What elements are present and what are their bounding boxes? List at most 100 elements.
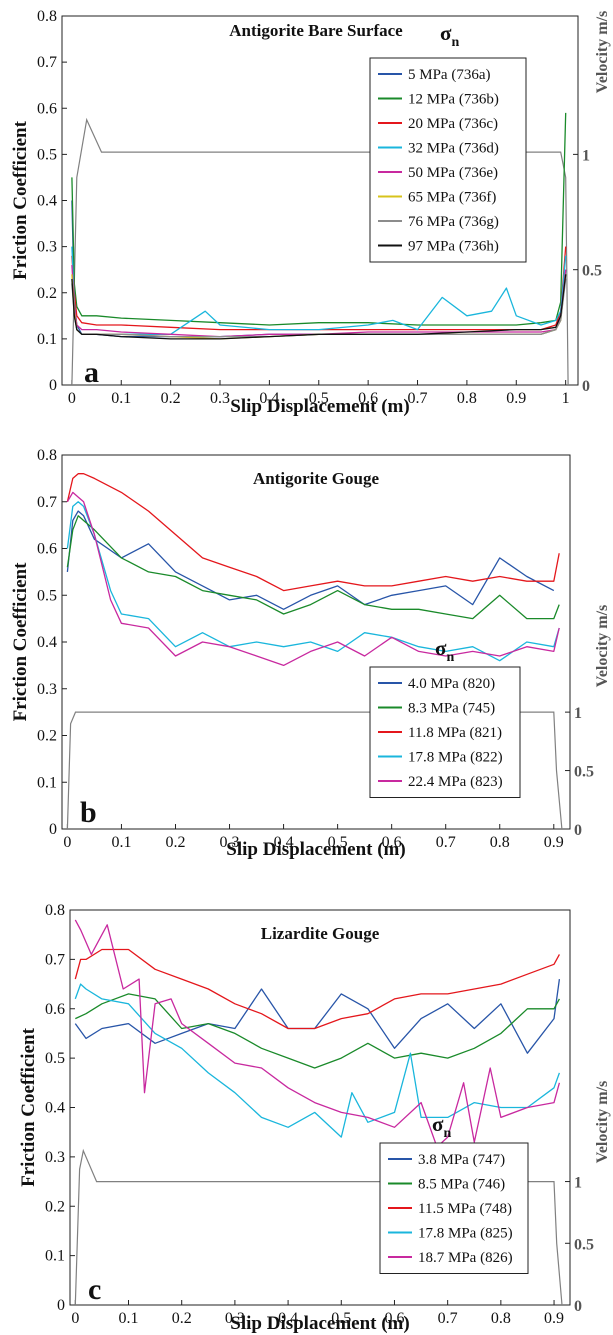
y-axis-title: Friction Coefficient: [10, 562, 31, 721]
x-tick-label: 0.9: [544, 834, 564, 851]
series-line-8: [71, 274, 567, 340]
x-tick-label: 0.4: [274, 834, 294, 851]
x-tick-label: 0: [71, 1310, 79, 1327]
y2-tick-label: 0: [582, 378, 590, 395]
x-axis-title: Slip Displacement (m): [230, 396, 409, 417]
y2-tick-label: 1: [582, 147, 590, 164]
legend-label-2: 8.3 MPa (745): [408, 701, 495, 717]
x-tick-label: 0.3: [225, 1310, 245, 1327]
series-line-2: [66, 515, 560, 620]
y-tick-label: 0.6: [45, 1001, 65, 1018]
x-tick-label: 0.2: [161, 390, 181, 407]
legend-sigma-subscript: n: [443, 1126, 451, 1141]
x-tick-label: 0.1: [119, 1310, 139, 1327]
y-tick-label: 0.1: [37, 331, 57, 348]
y-tick-label: 0.2: [37, 285, 57, 302]
y2-tick-label: 1: [574, 1175, 582, 1192]
panel-letter: b: [80, 796, 97, 829]
x-tick-label: 0.6: [382, 834, 402, 851]
y-tick-label: 0.8: [37, 447, 57, 464]
series-line-1: [66, 510, 555, 610]
x-tick-label: 0.7: [438, 1310, 458, 1327]
series-line-4: [66, 501, 560, 662]
panel-c: 0 0.1 0.2 0.3 0.4 0.5 0.6 0.7 0.8 0 0.1 0.2 0.3 0.4 0.…: [18, 902, 611, 1334]
legend-label-7: 76 MPa (736g): [408, 214, 499, 230]
series-line-2: [75, 993, 560, 1069]
y-tick-label: 0: [49, 377, 57, 394]
series-line-5: [74, 919, 561, 1148]
y-tick-label: 0.7: [37, 54, 57, 71]
x-tick-label: 0.9: [506, 390, 526, 407]
chart-title: Antigorite Gouge: [253, 469, 380, 488]
y-tick-label: 0.8: [37, 8, 57, 25]
x-tick-label: 0.6: [384, 1310, 404, 1327]
x-tick-label: 0: [68, 390, 76, 407]
y-tick-label: 0.5: [37, 587, 57, 604]
y2-tick-label: 0.5: [582, 263, 602, 280]
y2-tick-label: 1: [574, 705, 582, 722]
x-tick-label: 0.7: [436, 834, 456, 851]
legend-label-1: 3.8 MPa (747): [418, 1152, 505, 1168]
y-tick-label: 0.4: [45, 1100, 65, 1117]
x-tick-label: 0.5: [331, 1310, 351, 1327]
legend-label-4: 32 MPa (736d): [408, 141, 499, 157]
velocity-line: [71, 117, 569, 386]
x-tick-label: 0.8: [457, 390, 477, 407]
x-tick-label: 0.5: [309, 390, 329, 407]
y-tick-label: 0.4: [37, 193, 57, 210]
panel-letter: c: [88, 1273, 101, 1306]
y-tick-label: 0.4: [37, 634, 57, 651]
y2-tick-label: 0.5: [574, 764, 594, 781]
legend-label-3: 20 MPa (736c): [408, 116, 498, 132]
series-line-3: [66, 473, 560, 592]
x-tick-label: 0.7: [408, 390, 428, 407]
x-tick-label: 0.1: [111, 390, 131, 407]
legend-label-2: 12 MPa (736b): [408, 92, 499, 108]
velocity-line: [74, 1148, 563, 1306]
legend-label-4: 17.8 MPa (822): [408, 750, 503, 766]
x-tick-label: 0.8: [490, 834, 510, 851]
legend-label-3: 11.5 MPa (748): [418, 1201, 512, 1217]
series-line-5: [71, 265, 567, 338]
series-line-1: [74, 979, 561, 1054]
legend-label-1: 5 MPa (736a): [408, 67, 491, 83]
y-axis-title: Friction Coefficient: [10, 120, 31, 279]
chart-title: Lizardite Gouge: [261, 924, 380, 943]
x-tick-label: 0.5: [328, 834, 348, 851]
legend-label-2: 8.5 MPa (746): [418, 1177, 505, 1193]
legend-sigma-subscript: n: [451, 35, 459, 50]
x-tick-label: 0.3: [220, 834, 240, 851]
x-tick-label: 1: [562, 390, 570, 407]
y2-tick-label: 0: [574, 1298, 582, 1315]
y-tick-label: 0.3: [37, 681, 57, 698]
panel-b: 0 0.1 0.2 0.3 0.4 0.5 0.6 0.7 0.8 0 0.1 0.2 0.3 0.4 0.…: [10, 447, 611, 860]
y-tick-label: 0.2: [45, 1198, 65, 1215]
x-tick-label: 0.3: [210, 390, 230, 407]
y2-tick-label: 0.5: [574, 1236, 594, 1253]
legend-label-1: 4.0 MPa (820): [408, 676, 495, 692]
y-tick-label: 0.7: [45, 951, 65, 968]
y-tick-label: 0.8: [45, 902, 65, 919]
legend-sigma-subscript: n: [446, 650, 454, 665]
y2-axis-title: Velocity m/s: [594, 605, 611, 688]
legend-box: [369, 57, 527, 263]
y-tick-label: 0.3: [45, 1149, 65, 1166]
y-tick-label: 0.1: [45, 1248, 65, 1265]
y2-axis-title: Velocity m/s: [594, 11, 611, 94]
velocity-line: [66, 711, 563, 830]
legend-label-4: 17.8 MPa (825): [418, 1226, 513, 1242]
legend-label-6: 65 MPa (736f): [408, 190, 496, 206]
legend-label-5: 22.4 MPa (823): [408, 774, 503, 790]
x-tick-label: 0.2: [172, 1310, 192, 1327]
panel-letter: a: [84, 356, 99, 389]
x-tick-label: 0.2: [165, 834, 185, 851]
legend-label-5: 18.7 MPa (826): [418, 1250, 513, 1266]
y-tick-label: 0.3: [37, 239, 57, 256]
x-axis-title: Slip Displacement (m): [230, 1313, 409, 1334]
series-line-2: [71, 112, 567, 326]
y-tick-label: 0.2: [37, 728, 57, 745]
y-tick-label: 0.5: [45, 1050, 65, 1067]
series-line-5: [66, 491, 560, 667]
x-tick-label: 0.4: [278, 1310, 298, 1327]
